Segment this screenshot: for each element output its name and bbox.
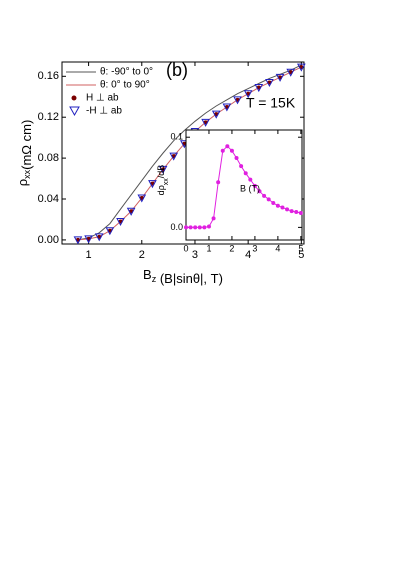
data-point	[275, 73, 285, 82]
x-tick-label: 0	[183, 243, 188, 253]
data-point	[169, 152, 179, 161]
data-point	[193, 225, 198, 230]
data-point	[202, 225, 207, 230]
y-axis-title: ρxx(mΩ cm)	[15, 120, 34, 187]
y-tick-label: 0.00	[38, 234, 59, 246]
data-point	[73, 236, 83, 245]
data-point	[297, 63, 306, 72]
x-tick-label: 2	[229, 243, 234, 253]
y-tick-label: 0.08	[38, 152, 59, 164]
data-point	[262, 193, 267, 198]
x-tick-label: 2	[139, 249, 145, 261]
x-tick-label: 1	[86, 249, 92, 261]
data-point	[280, 205, 285, 210]
y-tick-label: 0.12	[38, 111, 59, 123]
data-point	[137, 194, 147, 203]
panel-label: (b)	[166, 60, 188, 80]
data-point	[184, 225, 188, 230]
x-tick-label: 3	[252, 243, 257, 253]
legend-label: -H ⊥ ab	[86, 106, 122, 117]
data-point	[229, 148, 234, 153]
data-point	[126, 207, 136, 216]
data-point	[148, 180, 157, 189]
legend-label: θ: -90° to 0°	[100, 67, 153, 78]
data-point	[298, 210, 303, 215]
data-point	[252, 183, 257, 188]
inset-y-title-part: dρ	[156, 185, 166, 195]
data-point	[94, 233, 104, 242]
x-tick-label: 5	[298, 243, 303, 253]
legend-swatch	[71, 95, 77, 101]
y-tick-label: 0.1	[170, 132, 183, 142]
x-axis-title: Bz (B|sinθ|, T)	[143, 267, 223, 286]
data-point	[243, 171, 248, 176]
legend-label: H ⊥ ab	[86, 93, 119, 104]
data-point	[275, 203, 280, 208]
data-point	[254, 84, 264, 93]
data-point	[84, 235, 93, 244]
x-tick-label: 4	[275, 243, 280, 253]
x-tick-label: 1	[206, 243, 211, 253]
y-axis-title-part: (mΩ cm)	[19, 120, 34, 170]
data-point	[286, 68, 296, 77]
data-point	[222, 103, 232, 112]
y-axis-title-part: ρ	[15, 179, 30, 186]
data-point	[220, 148, 225, 153]
data-point	[248, 177, 253, 182]
x-tick-label: 5	[298, 249, 304, 261]
data-point	[233, 96, 242, 105]
x-axis-title-part: (B|sinθ|, T)	[156, 271, 223, 286]
inset-y-title-part: /dB	[156, 165, 166, 179]
data-point	[116, 218, 125, 227]
x-tick-label: 4	[245, 249, 251, 261]
annotation: T = 15K	[246, 95, 296, 111]
data-point	[105, 227, 115, 236]
data-point	[188, 225, 193, 230]
data-point	[201, 118, 210, 127]
data-point	[197, 225, 202, 230]
legend-label: θ: 0° to 90°	[100, 80, 150, 91]
data-point	[266, 197, 271, 202]
data-point	[257, 189, 262, 194]
data-point	[225, 144, 230, 149]
data-point	[216, 180, 221, 185]
data-point	[158, 165, 168, 174]
x-axis-title-part: B	[143, 267, 152, 282]
x-axis-title-part: z	[152, 274, 157, 284]
data-point	[271, 201, 276, 206]
data-point	[243, 90, 253, 99]
data-point	[211, 110, 221, 119]
y-tick-label: 0.0	[170, 222, 183, 232]
inset-y-title: dρxx/dB	[156, 165, 169, 196]
data-point	[285, 207, 290, 212]
data-point	[289, 209, 294, 214]
y-tick-label: 0.04	[38, 193, 59, 205]
data-point	[211, 216, 216, 221]
y-tick-label: 0.16	[38, 70, 59, 82]
data-point	[239, 164, 244, 169]
data-point	[265, 78, 274, 88]
inset-x-title: B (T)	[240, 183, 260, 193]
data-point	[294, 210, 299, 215]
data-line	[77, 64, 302, 241]
data-point	[206, 224, 211, 229]
inset-y-title-part: xx	[163, 178, 170, 186]
data-point	[234, 155, 239, 160]
y-axis-title-part: xx	[22, 169, 32, 179]
plot-frame	[185, 129, 303, 241]
legend-swatch	[69, 106, 80, 117]
x-tick-label: 3	[192, 249, 198, 261]
